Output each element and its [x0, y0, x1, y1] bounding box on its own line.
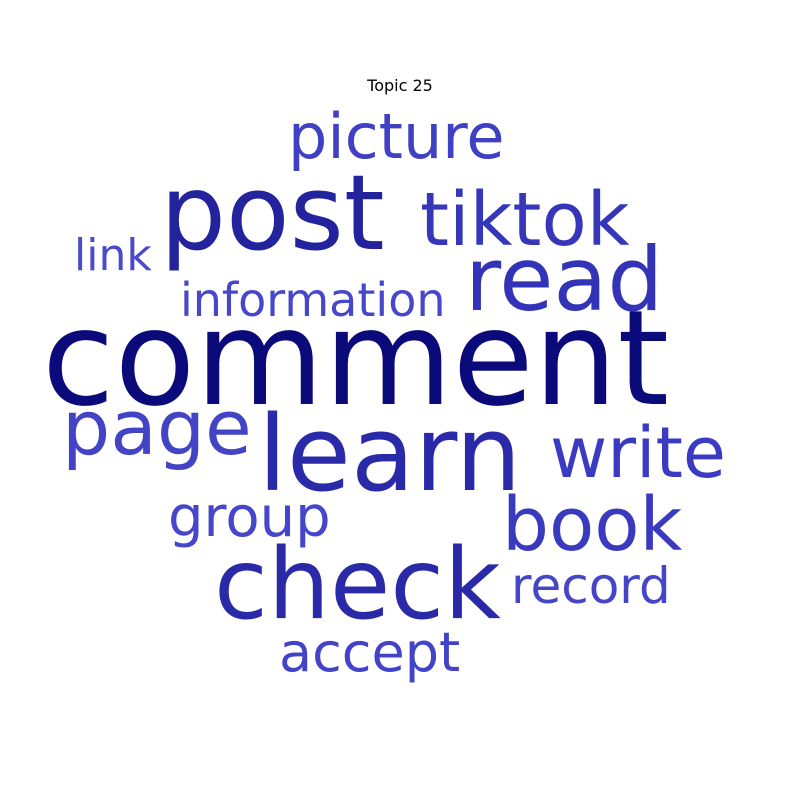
word-comment: comment [42, 282, 670, 436]
word-picture: picture [288, 100, 505, 173]
chart-title: Topic 25 [367, 76, 433, 95]
word-read: read [465, 228, 664, 331]
word-link: link [74, 230, 152, 281]
word-tiktok: tiktok [420, 177, 630, 263]
word-record: record [511, 557, 671, 615]
word-check: check [214, 528, 501, 642]
word-learn: learn [258, 393, 522, 515]
word-book: book [502, 482, 683, 568]
word-group: group [168, 485, 331, 550]
word-post: post [160, 152, 385, 274]
word-page: page [62, 383, 252, 472]
word-information: information [180, 273, 446, 327]
word-write: write [550, 412, 726, 494]
word-accept: accept [279, 621, 461, 684]
